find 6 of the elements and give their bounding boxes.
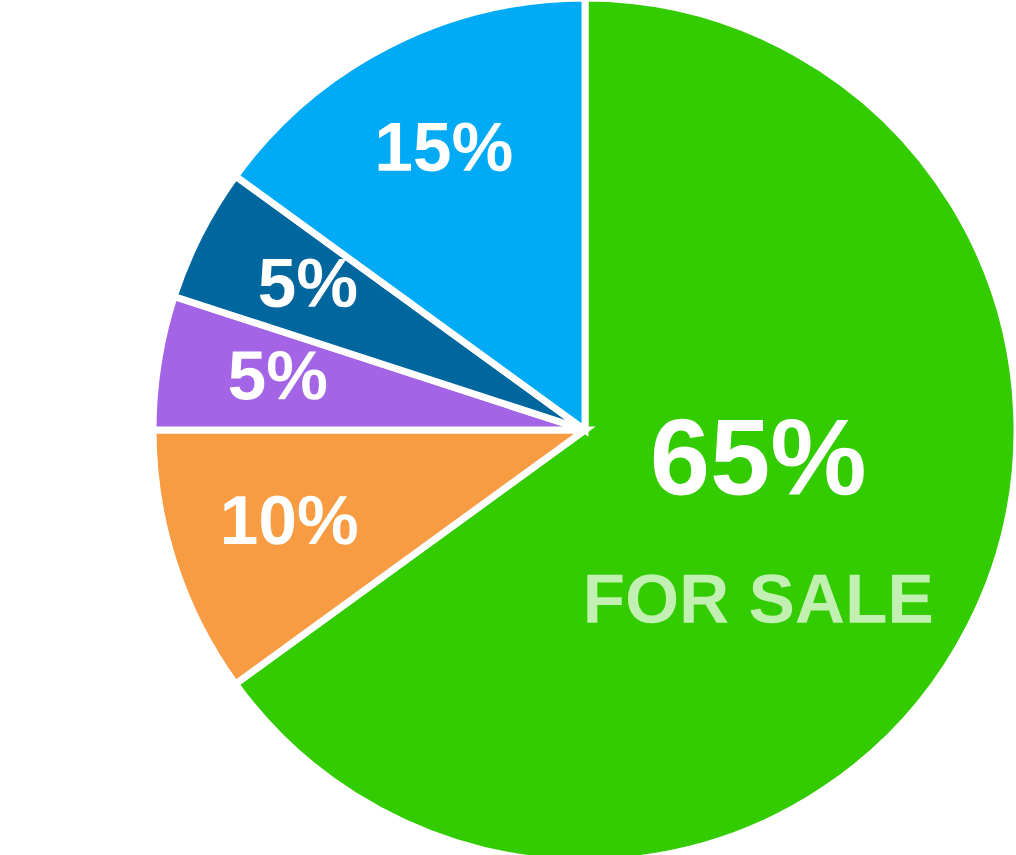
data-label: 15% — [378, 122, 512, 172]
data-label: 65% — [653, 418, 864, 496]
data-label: 5% — [259, 258, 357, 308]
slice-label: FOR SALE — [587, 574, 932, 624]
data-label: 5% — [229, 351, 327, 401]
data-label: 10% — [224, 495, 357, 545]
